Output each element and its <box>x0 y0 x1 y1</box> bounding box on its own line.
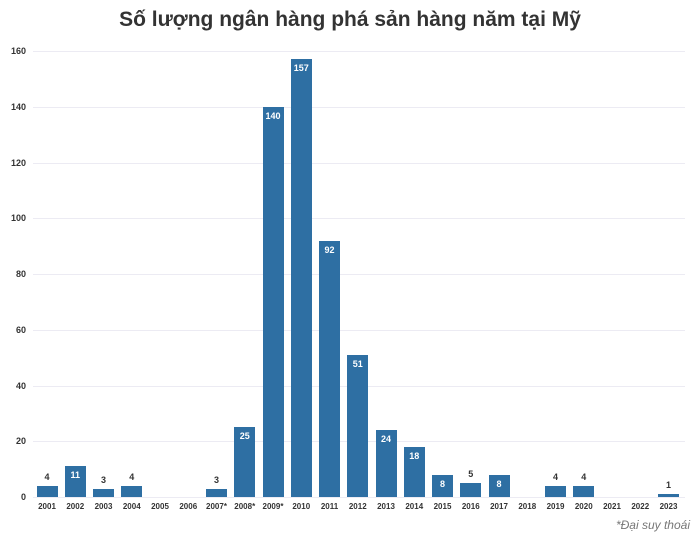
plot-area: 0 20 40 60 80 100 120 140 160 4 2001 11 2002 3 2003 4 20… <box>11 46 685 511</box>
data-label: 1 <box>665 480 671 491</box>
y-tick-label: 60 <box>15 324 26 335</box>
x-tick-label: 2014 <box>405 502 424 511</box>
chart-title: Số lượng ngân hàng phá sản hàng năm tại … <box>119 8 581 31</box>
bar-2017 <box>488 474 510 497</box>
y-tick-label: 120 <box>10 157 26 168</box>
data-label: 92 <box>324 244 335 255</box>
bar-2010 <box>290 59 312 497</box>
x-tick-label: 2008* <box>234 502 256 511</box>
gridline <box>33 51 685 52</box>
data-label: 18 <box>409 450 420 461</box>
x-tick-label: 2022 <box>631 502 650 511</box>
x-tick-label: 2002 <box>66 502 85 511</box>
x-tick-label: 2023 <box>659 502 678 511</box>
bar-2015 <box>432 474 453 497</box>
bar-2009 <box>262 106 284 497</box>
x-tick-label: 2005 <box>151 502 169 511</box>
x-tick-label: 2019 <box>546 502 565 511</box>
bar-2013 <box>375 430 397 497</box>
x-tick-label: 2021 <box>603 502 621 511</box>
x-tick-label: 2015 <box>433 502 452 511</box>
bar-2002 <box>64 466 86 497</box>
x-tick-label: 2007* <box>206 502 227 511</box>
bar-2019 <box>545 485 566 497</box>
y-tick-label: 40 <box>15 380 26 391</box>
x-tick-label: 2017 <box>490 502 508 511</box>
data-label: 5 <box>468 469 474 480</box>
gridline <box>33 497 685 498</box>
data-label: 4 <box>44 471 50 482</box>
x-tick-label: 2011 <box>320 502 339 511</box>
data-label: 4 <box>552 471 558 482</box>
data-label: 157 <box>293 63 309 74</box>
x-tick-label: 2003 <box>94 502 113 511</box>
x-tick-label: 2006 <box>179 502 198 511</box>
x-tick-label: 2018 <box>518 502 537 511</box>
data-label: 11 <box>70 470 80 481</box>
bar-2016 <box>460 483 482 497</box>
footnote: *Đại suy thoái <box>615 518 690 532</box>
bar-2023 <box>658 494 679 497</box>
y-tick-label: 100 <box>10 213 26 224</box>
bar-2007 <box>206 488 227 497</box>
y-tick-label: 20 <box>15 436 26 447</box>
y-tick-label: 0 <box>20 492 26 502</box>
y-tick-label: 80 <box>15 269 26 279</box>
gridline <box>33 218 685 220</box>
data-label: 4 <box>581 471 587 482</box>
data-label: 51 <box>352 358 363 369</box>
x-tick-label: 2020 <box>574 502 593 511</box>
bar-2004 <box>121 485 143 497</box>
gridline <box>33 106 685 108</box>
x-tick-label: 2009* <box>262 502 284 511</box>
x-tick-label: 2016 <box>461 502 480 511</box>
bar-2012 <box>347 354 369 497</box>
gridline <box>33 274 685 275</box>
data-label: 8 <box>496 478 502 489</box>
x-tick-label: 2010 <box>292 502 311 511</box>
data-label: 140 <box>265 110 281 121</box>
bar-2008 <box>234 427 256 497</box>
x-tick-label: 2012 <box>348 502 367 511</box>
x-tick-label: 2001 <box>38 502 56 511</box>
bar-2001 <box>36 485 58 497</box>
data-label: 3 <box>213 474 219 485</box>
bar-2014 <box>403 446 425 497</box>
data-label: 3 <box>100 474 106 485</box>
y-tick-label: 160 <box>10 46 26 56</box>
x-tick-label: 2004 <box>122 502 141 511</box>
data-label: 24 <box>380 434 391 445</box>
gridline <box>33 329 685 331</box>
bar-2011 <box>319 240 340 497</box>
data-label: 4 <box>129 471 135 482</box>
gridline <box>33 162 685 164</box>
y-tick-label: 140 <box>10 101 26 112</box>
bar-2003 <box>93 488 114 497</box>
bar-2020 <box>573 485 595 497</box>
x-tick-label: 2013 <box>377 502 395 511</box>
data-label: 25 <box>239 431 250 442</box>
data-label: 8 <box>439 478 445 489</box>
